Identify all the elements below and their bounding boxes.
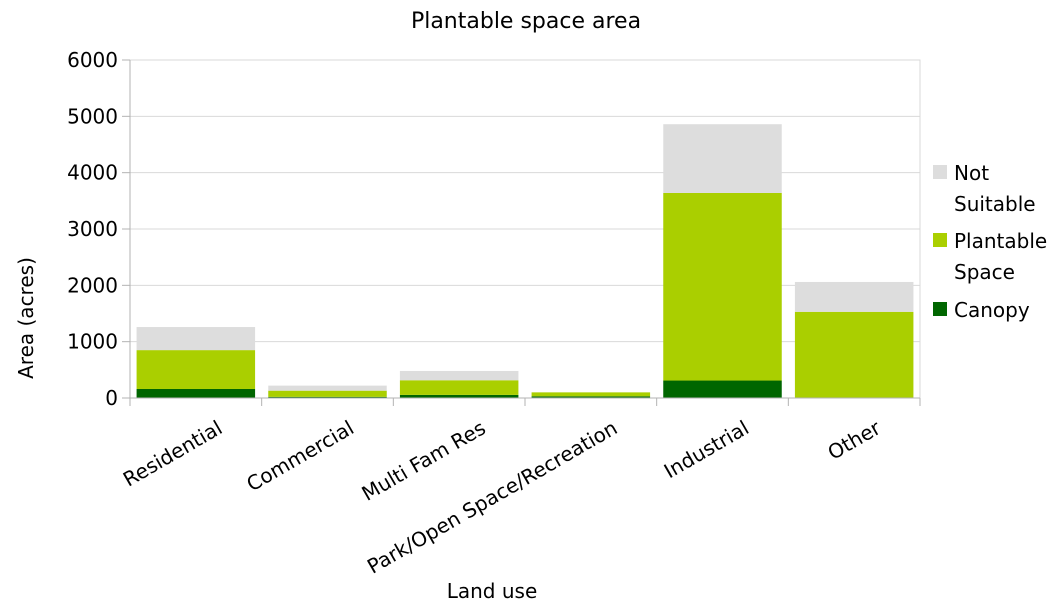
legend-label: Space bbox=[954, 260, 1015, 284]
bar-segment-canopy bbox=[268, 396, 387, 398]
bar-segment-not-suitable bbox=[663, 124, 782, 193]
x-category-label: Residential bbox=[119, 416, 226, 492]
x-axis-title: Land use bbox=[447, 579, 538, 603]
y-tick-label: 4000 bbox=[67, 161, 118, 185]
legend-label: Plantable bbox=[954, 229, 1047, 253]
bar-segment-plantable-space bbox=[531, 392, 651, 397]
y-tick-label: 1000 bbox=[67, 330, 118, 354]
x-category-label: Multi Fam Res bbox=[358, 416, 490, 506]
legend: Not Suitable Plantable Space Canopy bbox=[933, 161, 1047, 322]
axes: 0 1000 2000 3000 4000 5000 6000 Residential Comm… bbox=[67, 48, 921, 579]
bar-segment-plantable-space bbox=[794, 311, 914, 398]
x-category-label: Industrial bbox=[660, 416, 753, 484]
bar-segment-plantable-space bbox=[663, 192, 782, 381]
bar-segment-not-suitable bbox=[268, 385, 387, 391]
legend-label: Not bbox=[954, 161, 989, 185]
y-axis-title: Area (acres) bbox=[14, 257, 38, 379]
bar-segment-not-suitable bbox=[399, 370, 519, 381]
bar-segment-canopy bbox=[136, 388, 256, 398]
bar-segment-plantable-space bbox=[136, 350, 256, 389]
bar-segment-not-suitable bbox=[794, 281, 914, 312]
legend-swatch bbox=[933, 233, 947, 247]
chart-title: Plantable space area bbox=[411, 9, 641, 34]
legend-label: Suitable bbox=[954, 192, 1036, 216]
bars bbox=[136, 124, 914, 398]
y-tick-label: 2000 bbox=[67, 273, 118, 297]
legend-swatch bbox=[933, 302, 947, 316]
legend-swatch bbox=[933, 165, 947, 179]
bar-segment-canopy bbox=[663, 380, 782, 398]
bar-segment-canopy bbox=[399, 394, 519, 398]
x-category-label: Other bbox=[823, 415, 885, 465]
bar-segment-plantable-space bbox=[268, 390, 387, 397]
y-tick-label: 3000 bbox=[67, 217, 118, 241]
y-tick-label: 6000 bbox=[67, 48, 118, 72]
x-category-label: Park/Open Space/Recreation bbox=[363, 416, 621, 579]
bar-segment-plantable-space bbox=[399, 380, 519, 395]
legend-label: Canopy bbox=[954, 298, 1030, 322]
bar-segment-canopy bbox=[531, 396, 651, 398]
x-category-label: Commercial bbox=[242, 416, 358, 497]
bar-segment-not-suitable bbox=[136, 327, 256, 351]
y-tick-label: 0 bbox=[105, 386, 118, 410]
y-tick-label: 5000 bbox=[67, 104, 118, 128]
